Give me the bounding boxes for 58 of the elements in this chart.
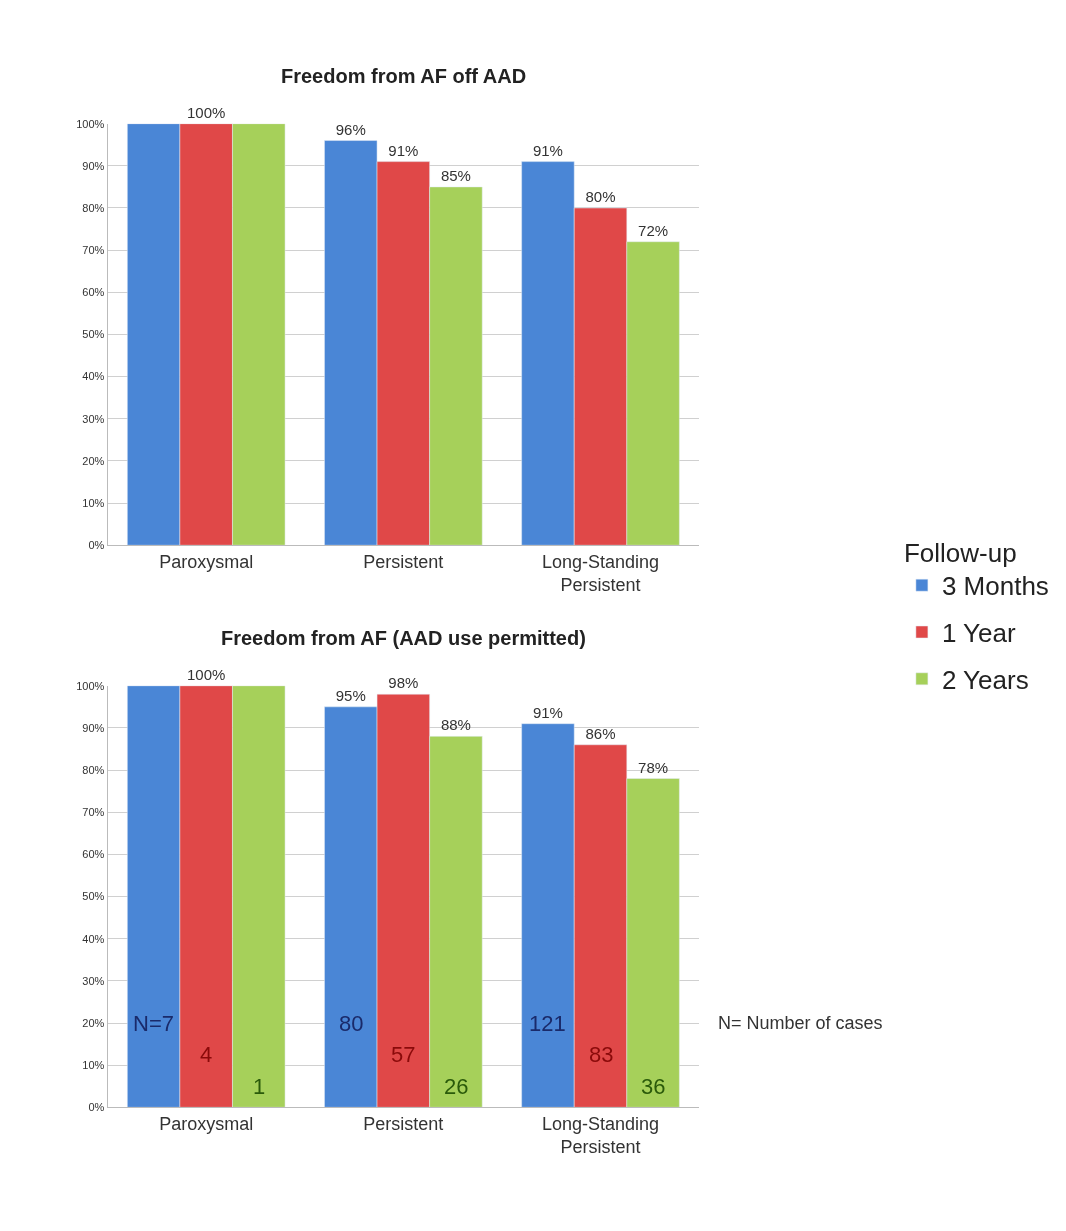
data-label: 98%: [388, 674, 419, 692]
y-tick-label: 20%: [82, 1016, 105, 1029]
data-label: 88%: [440, 716, 471, 734]
y-tick-label: 30%: [82, 412, 105, 425]
data-label: 91%: [388, 141, 419, 159]
legend-label: 1 Year: [941, 618, 1016, 649]
y-tick-label: 10%: [82, 496, 105, 509]
text: N= Number of cases: [718, 1013, 883, 1033]
y-tick-label: 50%: [82, 890, 105, 903]
data-label: 72%: [638, 221, 669, 239]
x-tick-label: Paroxysmal: [159, 1113, 254, 1134]
y-tick-label: 40%: [82, 932, 105, 945]
annotation: N=7: [133, 1011, 174, 1036]
x-tick-label: Persistent: [363, 1113, 444, 1134]
y-tick-label: 80%: [82, 201, 105, 214]
y-tick-label: 60%: [82, 286, 105, 299]
y-tick-label: 0%: [88, 1101, 105, 1114]
y-tick-label: 100%: [76, 117, 105, 130]
y-tick-label: 20%: [82, 454, 105, 467]
data-label: 91%: [532, 141, 563, 159]
x-tick-label: Long-Standing Persistent: [541, 551, 660, 596]
y-tick-label: 70%: [82, 806, 105, 819]
data-label: 100%: [186, 103, 226, 121]
y-tick-label: 10%: [82, 1059, 105, 1072]
annotation: 26: [444, 1074, 469, 1099]
annotation: 83: [589, 1042, 614, 1067]
y-tick-label: 70%: [82, 244, 105, 256]
data-label: 96%: [335, 120, 366, 138]
y-tick-label: 100%: [76, 679, 105, 692]
x-tick-label: Long-Standing Persistent: [541, 1113, 660, 1158]
data-label: 85%: [440, 166, 471, 184]
data-label: 100%: [186, 665, 226, 683]
y-tick-label: 60%: [82, 848, 105, 861]
data-label: 95%: [335, 686, 366, 704]
legend-label: 3 Months: [941, 571, 1049, 602]
data-label: 86%: [585, 724, 616, 742]
chart-title: Freedom from AF (AAD use permitted): [221, 627, 586, 649]
data-label: 80%: [585, 187, 616, 205]
y-tick-label: 80%: [82, 763, 105, 776]
annotation: 121: [529, 1011, 566, 1036]
annotation: 1: [253, 1074, 266, 1099]
annotation: 4: [200, 1042, 213, 1067]
chart-title: Freedom from AF off AAD: [281, 65, 527, 87]
data-label: 78%: [638, 758, 669, 776]
x-tick-label: Persistent: [363, 551, 444, 572]
y-tick-label: 0%: [88, 539, 105, 552]
annotation: 36: [641, 1074, 666, 1099]
y-tick-label: 90%: [82, 721, 105, 734]
annotation: 57: [391, 1042, 416, 1067]
data-label: 91%: [532, 703, 563, 721]
y-tick-label: 90%: [82, 159, 105, 172]
legend-label: 2 Years: [941, 664, 1029, 695]
x-tick-label: Paroxysmal: [159, 551, 254, 572]
legend-title: Follow-up: [903, 537, 1017, 568]
y-tick-label: 40%: [82, 370, 105, 383]
y-tick-label: 50%: [82, 328, 105, 341]
y-tick-label: 30%: [82, 974, 105, 987]
annotation: 80: [339, 1011, 364, 1036]
